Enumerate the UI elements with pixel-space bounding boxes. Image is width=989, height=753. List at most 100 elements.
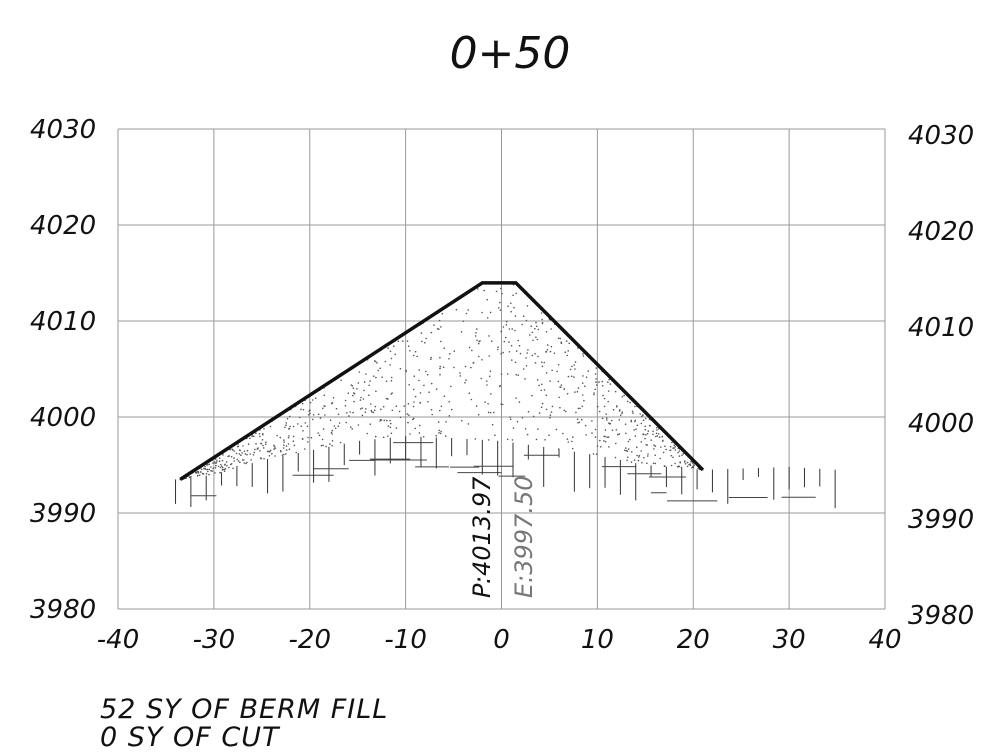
fill-dot <box>211 470 214 472</box>
fill-dot <box>506 438 509 441</box>
fill-quantity-note: 52 SY OF BERM FILL <box>100 694 389 725</box>
fill-dot <box>236 465 238 468</box>
fill-dot <box>608 446 610 448</box>
fill-dot <box>297 423 299 425</box>
fill-dot <box>505 320 508 323</box>
fill-dot <box>617 433 619 436</box>
fill-dot <box>436 327 439 330</box>
fill-dot <box>215 462 218 464</box>
fill-dot <box>627 440 630 443</box>
fill-dot <box>665 448 667 451</box>
cut-quantity-note: 0 SY OF CUT <box>100 722 280 753</box>
fill-dot <box>215 464 217 467</box>
fill-dot <box>670 454 673 457</box>
fill-dot <box>359 408 362 410</box>
fill-dot <box>371 411 373 413</box>
fill-dot <box>221 465 223 468</box>
fill-dot <box>387 435 389 437</box>
fill-dot <box>538 384 540 387</box>
fill-dot <box>409 350 411 352</box>
fill-dot <box>438 319 441 322</box>
fill-dot <box>238 453 241 455</box>
fill-dot <box>233 457 235 459</box>
fill-dot <box>564 351 567 354</box>
fill-dot <box>647 453 649 455</box>
fill-dot <box>499 301 501 304</box>
fill-dot <box>571 447 574 450</box>
fill-dot <box>636 424 639 427</box>
fill-dot <box>369 423 372 426</box>
fill-dot <box>419 401 421 404</box>
fill-dot <box>498 307 500 309</box>
fill-dot <box>262 447 265 449</box>
fill-dot <box>657 428 660 430</box>
fill-dot <box>445 421 447 423</box>
fill-dot <box>530 325 532 328</box>
fill-dot <box>594 373 597 375</box>
fill-dot <box>495 290 498 293</box>
fill-dot <box>512 427 515 429</box>
fill-dot <box>238 449 241 451</box>
grid-lines <box>117 128 886 610</box>
fill-dot <box>644 437 646 440</box>
fill-dot <box>220 463 222 466</box>
fill-dot <box>562 432 564 435</box>
fill-dot <box>202 473 205 475</box>
fill-dot <box>541 361 543 364</box>
fill-dot <box>253 435 255 438</box>
fill-dot <box>412 388 415 391</box>
fill-dot <box>409 433 411 435</box>
fill-dot <box>680 466 683 469</box>
existing-elevation-label: E:3997.50 <box>510 476 538 599</box>
fill-dot <box>302 408 305 411</box>
fill-dot <box>689 464 692 467</box>
fill-dot <box>468 346 471 349</box>
fill-dot <box>273 444 275 447</box>
fill-dot <box>611 429 614 432</box>
fill-dot <box>688 463 690 466</box>
fill-dot <box>233 450 235 452</box>
fill-dot <box>574 391 576 393</box>
fill-dot <box>567 375 570 378</box>
fill-dot <box>267 450 270 453</box>
fill-dot <box>357 382 360 384</box>
fill-dot <box>650 439 652 441</box>
fill-dot <box>356 388 358 390</box>
fill-dot <box>207 470 209 473</box>
x-tick-label: 30 <box>773 625 806 655</box>
fill-dot <box>214 467 217 469</box>
berm-fill-stipple <box>179 284 704 481</box>
fill-dot <box>265 441 267 444</box>
fill-dot <box>389 426 392 429</box>
fill-dot <box>635 428 637 431</box>
fill-dot <box>550 411 553 413</box>
fill-dot <box>242 445 244 447</box>
fill-dot <box>640 450 642 452</box>
y-tick-label-right: 4020 <box>908 217 974 247</box>
fill-dot <box>534 352 536 355</box>
fill-dot <box>510 310 512 313</box>
fill-dot <box>441 312 444 315</box>
fill-dot <box>553 352 556 355</box>
y-tick-label-left: 4000 <box>30 403 96 433</box>
fill-dot <box>308 410 311 412</box>
fill-dot <box>464 365 467 368</box>
fill-dot <box>227 455 229 458</box>
fill-dot <box>536 338 539 341</box>
fill-dot <box>322 407 324 410</box>
fill-dot <box>540 312 543 314</box>
fill-dot <box>444 435 447 437</box>
fill-dot <box>540 389 542 392</box>
fill-dot <box>515 373 517 376</box>
fill-dot <box>407 345 410 348</box>
fill-dot <box>380 408 382 411</box>
fill-dot <box>545 372 548 374</box>
fill-dot <box>692 466 695 469</box>
x-tick-label: -30 <box>193 625 235 655</box>
fill-dot <box>228 466 230 469</box>
fill-dot <box>252 454 255 456</box>
fill-dot <box>205 473 208 475</box>
fill-dot <box>549 414 552 416</box>
fill-dot <box>309 401 312 404</box>
fill-dot <box>262 433 264 435</box>
